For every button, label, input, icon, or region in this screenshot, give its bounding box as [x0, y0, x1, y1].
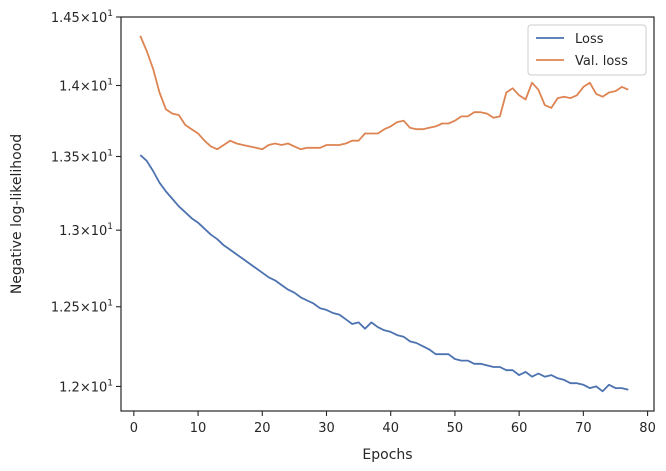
y-axis: 1.2×101 1.25×101 1.3×101 1.35×101 1.4×101 1.4… [51, 9, 121, 395]
x-tick-label: 40 [382, 421, 399, 436]
x-tick-label: 30 [318, 421, 335, 436]
x-tick-label: 80 [639, 421, 656, 436]
x-tick-label: 10 [190, 421, 207, 436]
y-tick-label: 1.4×101 [59, 78, 113, 95]
y-tick-label: 1.2×101 [59, 378, 113, 395]
y-tick-label: 1.35×101 [51, 149, 113, 166]
x-axis: 0 10 20 30 40 50 60 70 80 [130, 411, 656, 436]
legend: Loss Val. loss [527, 24, 647, 76]
series-line-1 [139, 154, 629, 393]
x-tick-label: 50 [447, 421, 464, 436]
y-tick-label: 1.45×101 [51, 9, 113, 26]
x-axis-title: Epochs [362, 447, 412, 463]
series-lines [139, 35, 629, 393]
legend-label: Val. loss [575, 54, 628, 69]
y-axis-title: Negative log-likelihood [9, 134, 25, 294]
legend-label: Loss [575, 32, 604, 47]
y-tick-label: 1.3×101 [59, 222, 113, 239]
axes-frame [120, 16, 655, 412]
y-tick-label: 1.25×101 [51, 299, 113, 316]
series-line-2 [139, 35, 629, 151]
x-tick-label: 0 [130, 421, 138, 436]
x-tick-label: 60 [511, 421, 528, 436]
x-tick-label: 70 [575, 421, 592, 436]
x-tick-label: 20 [254, 421, 271, 436]
